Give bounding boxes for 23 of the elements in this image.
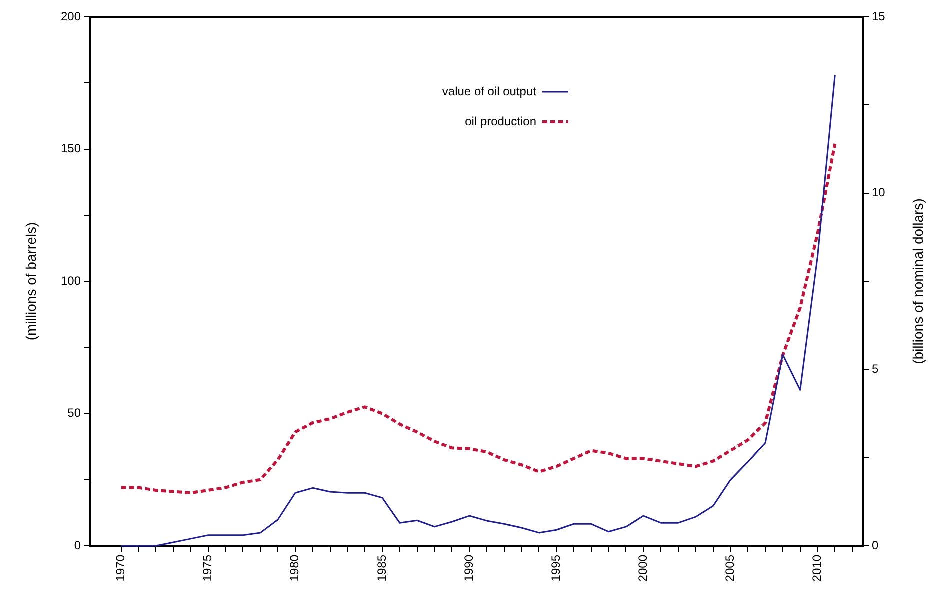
y-tick-label: 0 — [74, 538, 82, 552]
y2-tick-label: 10 — [872, 186, 886, 200]
y2-tick-label: 5 — [872, 362, 879, 376]
x-tick-label: 1970 — [114, 554, 128, 582]
x-tick-label: 1975 — [200, 554, 215, 582]
legend-label: value of oil output — [442, 84, 538, 98]
y-tick-label: 200 — [60, 9, 82, 24]
x-tick-label: 2010 — [810, 554, 824, 582]
x-tick-label: 2005 — [722, 554, 737, 582]
y2-tick-label: 15 — [872, 9, 886, 24]
y-tick-label: 50 — [68, 406, 82, 420]
x-tick-label: 1985 — [374, 554, 389, 582]
y2-axis-title: (billions of nominal dollars) — [910, 198, 926, 364]
x-tick-label: 1990 — [462, 554, 476, 582]
y-axis-title: (millions of barrels) — [22, 222, 39, 341]
y2-tick-label: 0 — [872, 538, 879, 552]
y-tick-label: 150 — [60, 142, 82, 156]
x-tick-label: 2000 — [636, 554, 650, 582]
legend-label: oil production — [465, 114, 536, 128]
line-series — [120, 142, 837, 495]
x-tick-label: 1995 — [548, 554, 563, 582]
y-tick-label: 100 — [60, 274, 82, 288]
x-tick-label: 1980 — [288, 554, 302, 582]
